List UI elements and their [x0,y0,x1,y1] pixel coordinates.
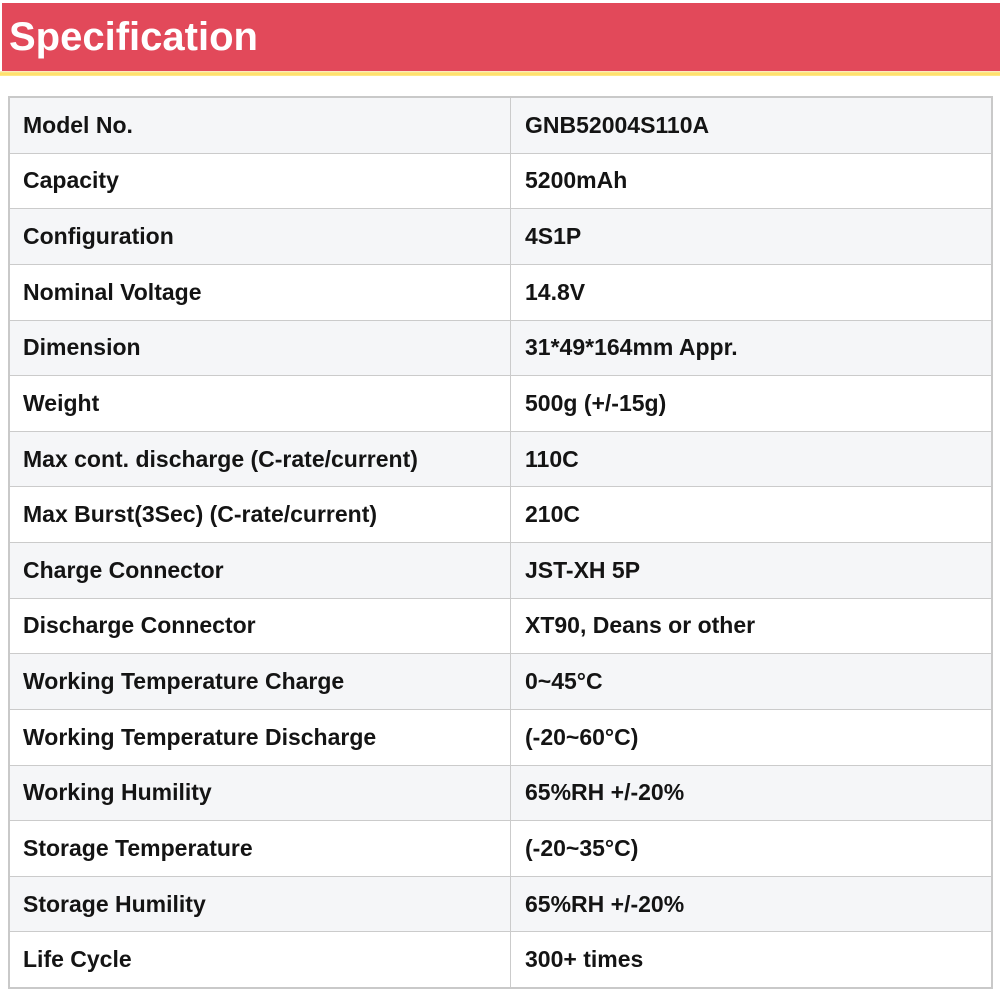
spec-label-cell: Weight [10,376,511,431]
table-row: Charge Connector JST-XH 5P [10,542,991,598]
spec-value-cell: 210C [525,501,580,528]
table-row: Life Cycle 300+ times [10,931,991,987]
spec-label-cell: Storage Humility [10,876,511,932]
spec-value-cell: XT90, Deans or other [525,612,756,639]
table-row: Working Temperature Discharge (-20~60°C) [10,708,991,765]
table-row: Storage Humility 65%RH +/-20% [10,875,991,932]
spec-value-cell: (-20~35°C) [525,834,639,861]
spec-label-cell: Working Humility [10,765,511,821]
spec-value-cell: JST-XH 5P [525,556,641,583]
page-title: Specification [9,15,258,59]
spec-value-cell: 500g (+/-15g) [525,389,667,416]
spec-label-cell: Life Cycle [10,932,511,987]
spec-value-cell: GNB52004S110A [525,111,710,138]
table-row: Max cont. discharge (C-rate/current) 110C [10,430,991,487]
spec-label-cell: Configuration [10,209,511,264]
spec-label-cell: Dimension [10,320,511,376]
table-row: Dimension 31*49*164mm Appr. [10,319,991,376]
spec-label-cell: Storage Temperature [10,821,511,876]
spec-label-cell: Model No. [10,98,511,153]
spec-value-cell: 110C [525,445,579,472]
spec-label-cell: Capacity [10,153,511,209]
table-row: Working Humility 65%RH +/-20% [10,764,991,821]
spec-value-cell: 0~45°C [525,668,603,695]
header-underline [0,71,1000,76]
spec-label-cell: Discharge Connector [10,598,511,654]
spec-value-cell: 14.8V [525,278,586,305]
table-row: Storage Temperature (-20~35°C) [10,820,991,876]
table-row: Weight 500g (+/-15g) [10,375,991,431]
spec-value-cell: 300+ times [525,946,644,973]
spec-label-cell: Charge Connector [10,543,511,598]
spec-label-cell: Max Burst(3Sec) (C-rate/current) [10,487,511,542]
specification-header: Specification [2,3,1000,71]
spec-value-cell: 5200mAh [525,167,628,194]
spec-value-cell: (-20~60°C) [525,723,639,750]
spec-value-cell: 31*49*164mm Appr. [525,334,738,361]
table-row: Discharge Connector XT90, Deans or other [10,597,991,654]
table-row: Model No. GNB52004S110A [10,98,991,153]
table-row: Nominal Voltage 14.8V [10,263,991,320]
spec-value-cell: 65%RH +/-20% [525,779,685,806]
spec-label-cell: Working Temperature Discharge [10,709,511,765]
table-row: Max Burst(3Sec) (C-rate/current) 210C [10,486,991,542]
spec-label-cell: Max cont. discharge (C-rate/current) [10,431,511,487]
specification-table: Model No. GNB52004S110A Capacity 5200mAh Con… [8,96,993,989]
table-row: Capacity 5200mAh [10,152,991,209]
spec-label-cell: Working Temperature Charge [10,654,511,709]
table-row: Working Temperature Charge 0~45°C [10,653,991,709]
table-row: Configuration 4S1P [10,208,991,264]
spec-value-cell: 65%RH +/-20% [525,890,685,917]
spec-label-cell: Nominal Voltage [10,264,511,320]
spec-value-cell: 4S1P [525,223,582,250]
